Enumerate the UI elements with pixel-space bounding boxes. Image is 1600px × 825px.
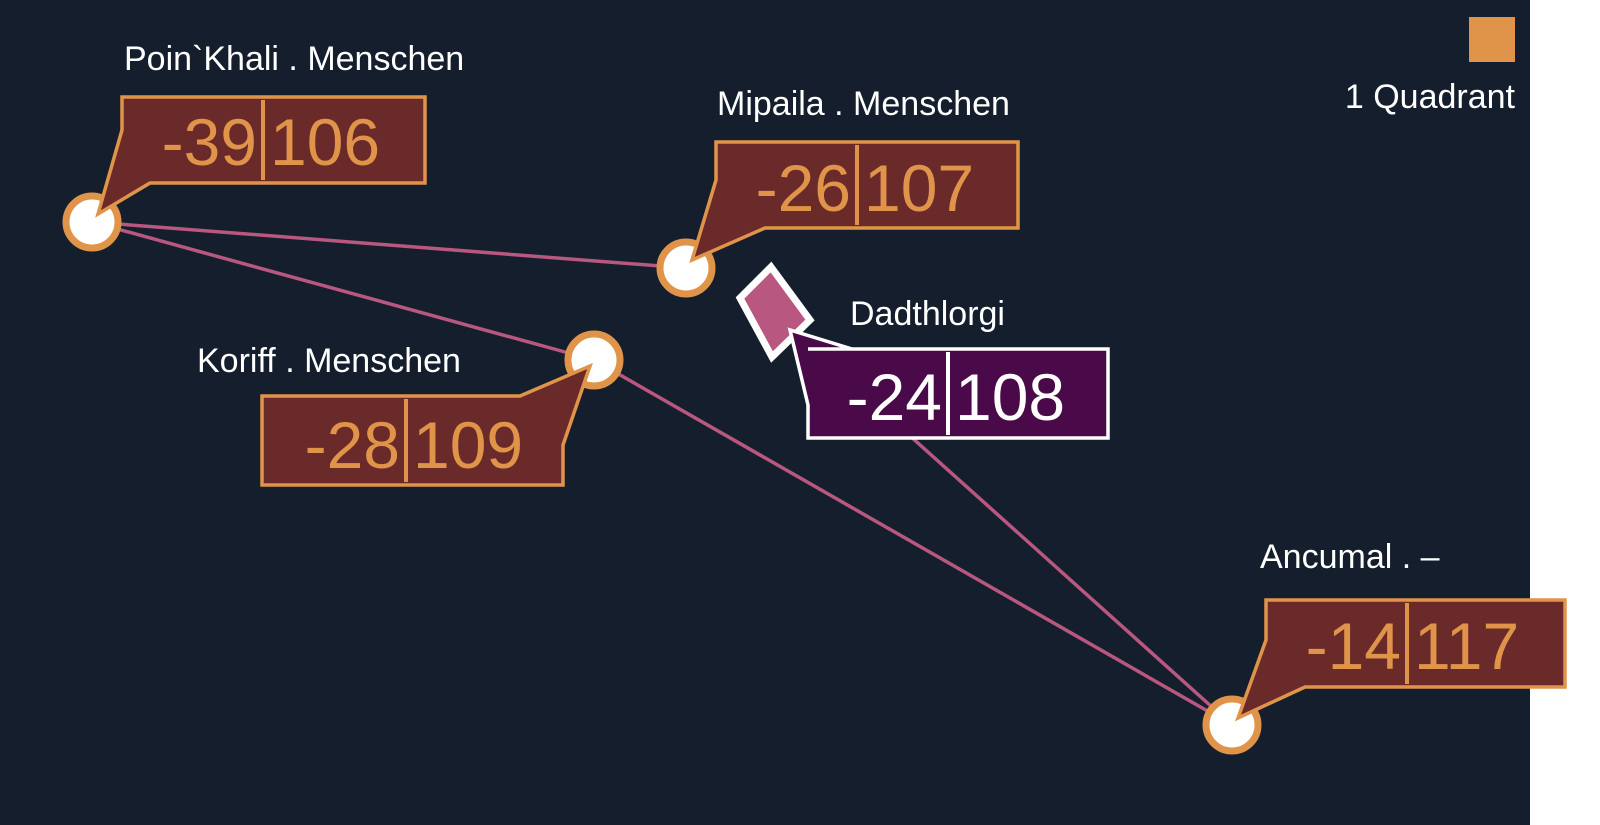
coord-x: -14 — [1306, 609, 1401, 683]
route-koriff-ancumal — [593, 358, 1233, 727]
system-mipaila[interactable]: Mipaila . Menschen -26 107 — [656, 85, 1020, 298]
system-name: Poin`Khali . Menschen — [124, 40, 464, 78]
coord-x: -28 — [305, 408, 400, 482]
system-name: Ancumal . – — [1260, 538, 1440, 576]
coord-y: 107 — [864, 151, 974, 225]
coord-callout — [1234, 598, 1567, 722]
system-dadthlorgi[interactable]: Dadthlorgi -24 108 — [735, 261, 1110, 440]
system-name: Mipaila . Menschen — [717, 85, 1010, 123]
legend-label: 1 Quadrant — [1345, 78, 1516, 116]
route-poinkhali-koriff — [91, 220, 595, 362]
coord-x: -26 — [756, 151, 851, 225]
route-poinkhali-mipaila — [91, 220, 687, 270]
coord-y: 109 — [413, 408, 523, 482]
coord-y: 106 — [270, 105, 380, 179]
coord-x: -24 — [847, 360, 942, 434]
orange-square-icon — [1469, 17, 1515, 62]
coord-callout — [260, 362, 593, 487]
coord-y: 108 — [955, 360, 1065, 434]
coord-x: -39 — [162, 105, 257, 179]
system-name: Koriff . Menschen — [197, 342, 461, 380]
system-ancumal[interactable]: Ancumal . – -14 117 — [1202, 538, 1567, 755]
system-koriff[interactable]: Koriff . Menschen -28 109 — [197, 330, 624, 487]
coord-y: 117 — [1414, 609, 1519, 683]
system-name: Dadthlorgi — [850, 295, 1005, 333]
system-poinkhali[interactable]: Poin`Khali . Menschen -39 106 — [62, 40, 464, 252]
